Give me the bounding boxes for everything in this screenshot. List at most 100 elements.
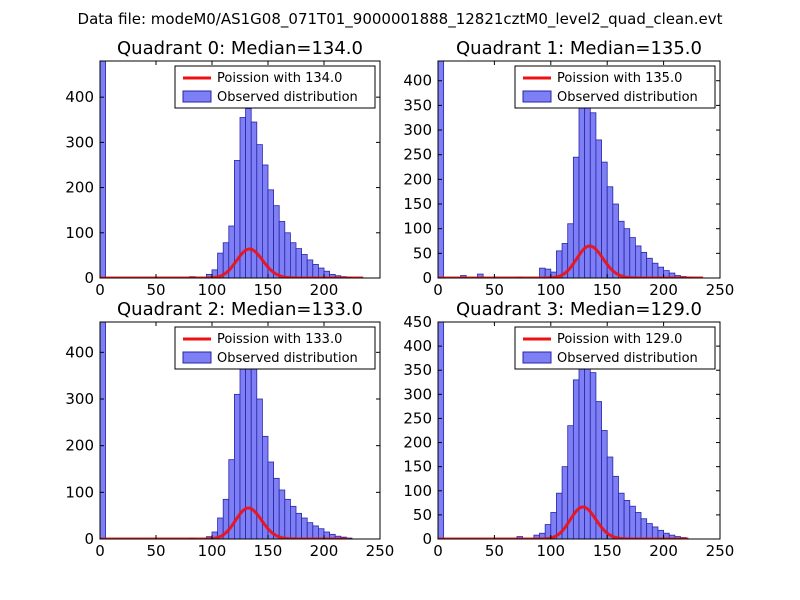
histogram-bar — [289, 242, 297, 278]
y-tick-label: 150 — [403, 458, 432, 476]
y-tick-label: 300 — [65, 133, 94, 151]
y-tick-label: 400 — [403, 337, 432, 355]
y-tick-label: 400 — [65, 343, 94, 361]
x-tick-label: 0 — [433, 542, 443, 560]
panel-title: Quadrant 1: Median=135.0 — [456, 38, 702, 59]
histogram-bar — [306, 259, 314, 278]
histogram-bar — [651, 526, 659, 539]
x-tick-label: 250 — [706, 542, 735, 560]
panel-title: Quadrant 0: Median=134.0 — [117, 38, 363, 59]
y-tick-label: 0 — [422, 269, 432, 287]
x-tick-label: 100 — [198, 542, 227, 560]
histogram-bar — [646, 523, 653, 539]
histogram-bar — [618, 492, 625, 539]
histogram-bar — [284, 232, 291, 278]
y-tick-label: 250 — [403, 409, 432, 427]
panel-title: Quadrant 2: Median=133.0 — [117, 299, 363, 320]
x-tick-label: 150 — [254, 542, 283, 560]
histogram-bar — [245, 354, 252, 539]
y-tick-label: 100 — [65, 483, 94, 501]
histogram-bar — [438, 322, 445, 539]
poisson-curve — [438, 505, 689, 539]
y-tick-label: 400 — [65, 88, 94, 106]
legend-bar-swatch — [182, 351, 212, 364]
panel-2: Quadrant 2: Median=133.0 0 50 100 150 200 250 0… — [65, 299, 394, 560]
y-tick-label: 200 — [65, 179, 94, 197]
axes-frame — [99, 60, 381, 279]
legend-label-observed: Observed distribution — [557, 351, 698, 366]
legend: Poission with 135.0 Observed distribution — [514, 65, 716, 109]
histogram-bar — [278, 489, 286, 539]
histogram-bar — [629, 237, 636, 278]
histogram-bar — [295, 248, 302, 278]
panels: Quadrant 0: Median=134.00 50 100 150 2000100… — [65, 38, 734, 560]
legend-label-poisson: Poission with 134.0 — [217, 71, 342, 86]
x-tick-label: 150 — [593, 281, 622, 299]
poisson-curve — [438, 244, 704, 278]
histogram-bar — [623, 228, 631, 278]
legend-bar-swatch — [182, 90, 212, 103]
x-tick-label: 200 — [310, 542, 339, 560]
x-tick-label: 0 — [95, 542, 105, 560]
histogram-bar — [273, 205, 280, 278]
legend-label-poisson: Poission with 135.0 — [557, 71, 682, 86]
x-tick-label: 100 — [536, 542, 565, 560]
legend-label-observed: Observed distribution — [557, 90, 698, 105]
panel-0: Quadrant 0: Median=134.0 0 50 100 150 200 0 100… — [65, 38, 381, 299]
y-tick-label: 100 — [65, 224, 94, 242]
histogram-bar — [295, 512, 302, 539]
y-tick-label: 100 — [403, 482, 432, 500]
legend: Poission with 129.0 Observed distribution — [514, 326, 716, 370]
legend: Poission with 134.0 Observed distribution — [174, 65, 376, 109]
legend-label-observed: Observed distribution — [217, 90, 358, 105]
axes-frame — [99, 321, 381, 540]
y-tick-label: 100 — [403, 220, 432, 238]
y-tick-label: 250 — [403, 146, 432, 164]
y-tick-label: 200 — [403, 170, 432, 188]
y-tick-label: 0 — [422, 530, 432, 548]
axes-frame — [437, 321, 721, 540]
plot-area — [438, 322, 689, 539]
histogram-bar — [301, 254, 308, 278]
histogram-bar — [612, 203, 619, 278]
x-tick-label: 150 — [254, 281, 283, 299]
y-tick-label: 400 — [403, 72, 432, 90]
x-tick-label: 50 — [485, 542, 504, 560]
histogram-bar — [438, 61, 445, 278]
histogram-bar — [278, 221, 286, 278]
histogram-bar — [651, 262, 659, 278]
panel-title: Quadrant 3: Median=129.0 — [456, 299, 702, 320]
x-tick-label: 200 — [649, 542, 678, 560]
histogram-bar — [601, 430, 608, 539]
y-tick-label: 450 — [403, 313, 432, 331]
histogram-bar — [100, 322, 106, 539]
poisson-curve — [100, 247, 364, 278]
histogram-bar — [578, 350, 586, 539]
y-tick-label: 50 — [413, 244, 432, 262]
histogram-bar — [646, 257, 653, 278]
legend-bar-swatch — [522, 90, 552, 103]
x-tick-label: 100 — [198, 281, 227, 299]
histogram-bar — [623, 500, 631, 539]
histogram-bar — [301, 517, 308, 539]
histogram-bar — [657, 266, 665, 278]
x-tick-label: 50 — [485, 281, 504, 299]
legend-label-poisson: Poission with 133.0 — [217, 332, 342, 347]
histogram-bar — [635, 512, 642, 539]
figure-title: Data file: modeM0/AS1G08_071T01_90000018… — [78, 10, 723, 29]
axes-frame — [437, 60, 721, 279]
y-tick-label: 0 — [84, 530, 94, 548]
y-tick-label: 200 — [403, 434, 432, 452]
histogram-bar — [289, 505, 297, 539]
x-tick-label: 100 — [536, 281, 565, 299]
histogram-bar — [584, 95, 591, 278]
legend-label-poisson: Poission with 129.0 — [557, 332, 682, 347]
histogram-bar — [306, 522, 314, 539]
histogram-bar — [640, 518, 648, 539]
y-tick-label: 50 — [413, 506, 432, 524]
histogram-bar — [589, 112, 597, 278]
histogram-bar — [618, 220, 625, 278]
y-tick-label: 300 — [403, 385, 432, 403]
legend-bar-swatch — [522, 351, 552, 364]
